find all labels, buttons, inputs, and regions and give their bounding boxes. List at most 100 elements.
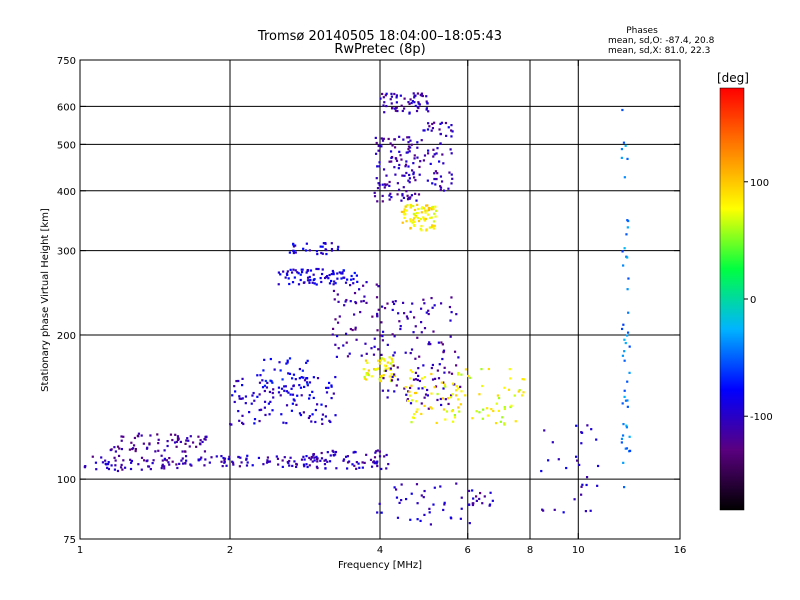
data-point	[263, 400, 267, 403]
data-point	[330, 385, 333, 388]
data-point	[195, 445, 198, 448]
data-point	[292, 243, 295, 246]
data-point	[264, 413, 267, 417]
data-point	[453, 416, 457, 419]
data-point	[429, 523, 432, 526]
data-point	[425, 107, 429, 110]
data-point	[425, 100, 428, 103]
data-point	[390, 372, 393, 376]
data-point	[395, 384, 398, 387]
data-point	[403, 387, 406, 390]
data-point	[277, 271, 280, 274]
data-point	[428, 125, 431, 128]
data-point	[327, 277, 330, 280]
data-point	[430, 366, 433, 370]
data-point	[285, 421, 288, 425]
data-point	[580, 442, 583, 445]
data-point	[379, 97, 382, 100]
data-point	[163, 449, 166, 452]
data-point	[166, 440, 169, 443]
data-point	[455, 482, 458, 485]
data-point	[410, 203, 413, 207]
data-point	[293, 276, 296, 279]
data-point	[375, 368, 378, 371]
data-point	[439, 186, 443, 189]
data-point	[416, 141, 419, 144]
data-point	[365, 373, 368, 376]
data-point	[450, 173, 453, 176]
data-point	[277, 463, 280, 466]
data-point	[384, 364, 387, 367]
data-point	[408, 390, 411, 393]
data-point	[380, 137, 383, 140]
data-point	[426, 128, 430, 131]
data-point	[346, 461, 350, 464]
data-point	[268, 390, 272, 394]
data-point	[344, 332, 348, 335]
data-point	[181, 450, 184, 453]
data-point	[270, 380, 273, 383]
data-point	[256, 374, 259, 377]
data-point	[237, 409, 240, 413]
data-point	[411, 302, 414, 305]
data-point	[406, 151, 409, 154]
data-point	[378, 455, 382, 458]
data-point	[313, 282, 316, 285]
data-point	[259, 374, 262, 377]
data-point	[263, 384, 267, 387]
data-point	[398, 135, 401, 138]
data-point	[576, 459, 579, 462]
data-point	[404, 165, 407, 168]
data-point	[435, 177, 438, 181]
data-point	[290, 377, 294, 380]
data-point	[210, 456, 213, 459]
data-point	[237, 455, 240, 459]
data-point	[134, 447, 137, 451]
data-point	[302, 281, 306, 284]
data-point	[389, 98, 392, 101]
data-point	[419, 227, 422, 231]
data-point	[151, 462, 154, 465]
data-point	[455, 313, 458, 316]
data-point	[353, 313, 356, 316]
data-point	[321, 422, 324, 426]
data-point	[120, 439, 123, 442]
data-point	[425, 95, 428, 98]
data-point	[395, 496, 399, 499]
data-point	[140, 468, 143, 471]
data-point	[406, 194, 409, 197]
data-point	[114, 464, 117, 467]
data-point	[377, 367, 380, 370]
data-point	[425, 311, 428, 314]
data-point	[94, 461, 98, 464]
data-point	[378, 362, 381, 365]
data-point	[289, 393, 292, 396]
data-point	[234, 390, 237, 393]
data-point	[122, 459, 125, 462]
data-point	[312, 273, 315, 276]
data-point	[457, 371, 460, 375]
data-point	[292, 245, 296, 248]
data-point	[122, 435, 125, 438]
data-point	[446, 397, 450, 400]
data-point	[362, 284, 365, 287]
data-point	[386, 343, 389, 346]
data-point	[405, 393, 408, 396]
data-point	[447, 126, 450, 129]
data-point	[313, 459, 316, 462]
data-point	[388, 375, 391, 378]
data-point	[199, 439, 202, 442]
data-point	[325, 386, 328, 389]
data-point	[445, 410, 449, 413]
data-point	[430, 216, 433, 219]
data-point	[621, 250, 624, 253]
data-point	[433, 224, 436, 227]
data-point	[623, 338, 626, 341]
data-point	[331, 449, 334, 452]
data-point	[362, 299, 365, 303]
data-point	[320, 403, 323, 406]
phase-legend-title: Phases	[626, 26, 658, 36]
data-point	[284, 385, 287, 388]
data-point	[626, 288, 629, 291]
data-point	[428, 511, 431, 514]
